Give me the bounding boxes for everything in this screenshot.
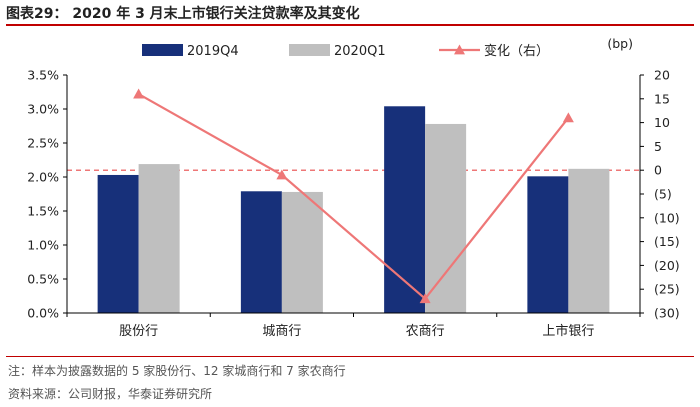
left-tick-label-6: 3.0% bbox=[27, 102, 59, 117]
chart-canvas: 0.0% 0.5% 1.0% 1.5% 2.0% 2.5% 3.0% 3.5% 20 15 10 5 0… bbox=[27, 36, 680, 339]
right-tick-label-2: 10 bbox=[654, 115, 670, 130]
legend-swatch-2019q4 bbox=[142, 44, 183, 56]
legend-swatch-2020q1 bbox=[289, 44, 330, 56]
bar-2020q1-0 bbox=[138, 164, 180, 313]
legend-label-2020q1: 2020Q1 bbox=[334, 44, 386, 59]
right-tick-label-5: (5) bbox=[654, 187, 672, 202]
bar-2020q1-3 bbox=[568, 168, 610, 313]
right-tick-label-6: (10) bbox=[654, 210, 680, 225]
left-tick-label-7: 3.5% bbox=[27, 68, 59, 83]
x-tick-label-2: 农商行 bbox=[406, 324, 445, 339]
change-point-2 bbox=[419, 293, 431, 304]
left-tick-label-3: 1.5% bbox=[27, 204, 59, 219]
chart-note: 注：样本为披露数据的 5 家股份行、12 家城商行和 7 家农商行 bbox=[8, 364, 346, 378]
change-point-0 bbox=[133, 88, 145, 99]
left-tick-label-5: 2.5% bbox=[27, 136, 59, 151]
x-tick-label-0: 股份行 bbox=[119, 324, 158, 339]
bar-2020q1-2 bbox=[425, 123, 467, 314]
change-point-3 bbox=[562, 112, 574, 123]
legend-label-change: 变化（右） bbox=[484, 43, 549, 59]
bar-2019q4-0 bbox=[97, 174, 139, 313]
left-tick-label-1: 0.5% bbox=[27, 272, 59, 287]
left-tick-label-2: 1.0% bbox=[27, 238, 59, 253]
bar-2019q4-3 bbox=[527, 176, 569, 313]
right-tick-label-9: (25) bbox=[654, 282, 680, 297]
title-rule bbox=[6, 24, 694, 26]
right-tick-label-8: (20) bbox=[654, 258, 680, 273]
right-axis-unit: (bp) bbox=[607, 36, 633, 51]
legend-marker-change bbox=[454, 44, 465, 55]
bar-2020q1-1 bbox=[281, 191, 323, 313]
right-tick-label-0: 20 bbox=[654, 68, 670, 83]
legend-label-2019q4: 2019Q4 bbox=[187, 44, 239, 59]
right-tick-label-3: 5 bbox=[654, 139, 662, 154]
right-tick-label-7: (15) bbox=[654, 234, 680, 249]
x-tick-label-3: 上市银行 bbox=[542, 323, 594, 339]
left-tick-label-0: 0.0% bbox=[27, 306, 59, 321]
change-series-line bbox=[138, 93, 570, 301]
x-tick-label-1: 城商行 bbox=[262, 324, 301, 339]
right-tick-label-1: 15 bbox=[654, 91, 670, 106]
chart-title: 图表29： 2020 年 3 月末上市银行关注贷款率及其变化 bbox=[6, 6, 360, 22]
footer-rule bbox=[6, 356, 694, 357]
chart-source: 资料来源：公司财报，华泰证券研究所 bbox=[8, 387, 213, 401]
right-tick-label-10: (30) bbox=[654, 306, 680, 321]
change-point-1 bbox=[276, 169, 288, 180]
left-tick-label-4: 2.0% bbox=[27, 170, 59, 185]
bar-2019q4-2 bbox=[384, 106, 426, 313]
bar-2019q4-1 bbox=[240, 191, 282, 313]
right-tick-label-4: 0 bbox=[654, 163, 662, 178]
